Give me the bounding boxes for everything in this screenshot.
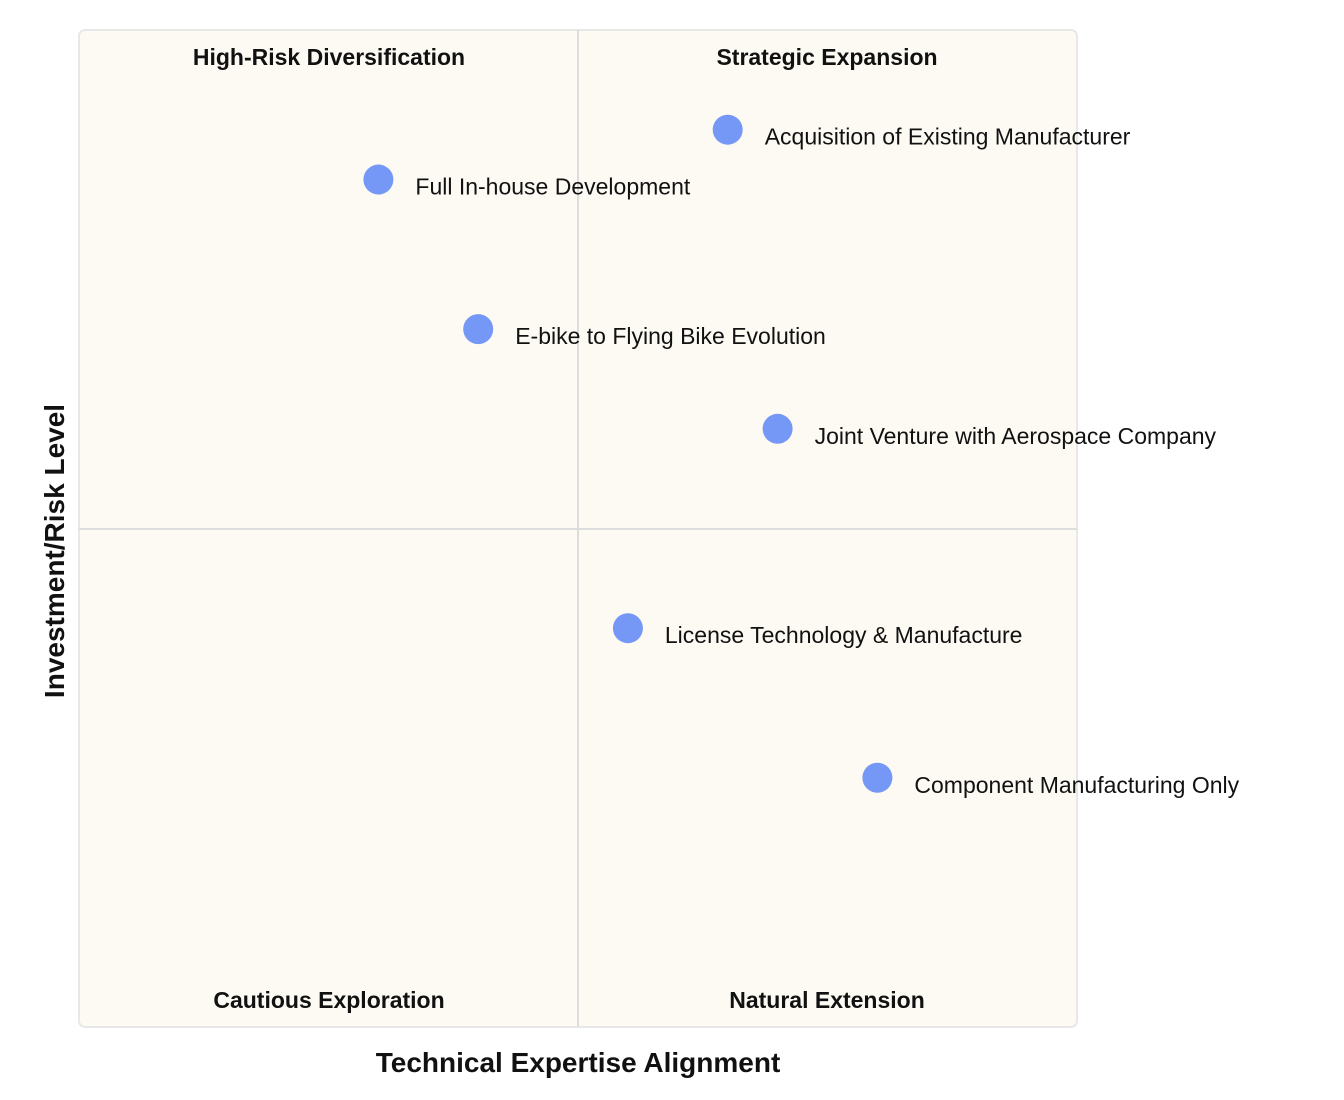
data-point-label: License Technology & Manufacture [665, 622, 1023, 648]
quadrant-label-top-left: High-Risk Diversification [193, 44, 465, 70]
y-axis-label: Investment/Risk Level [39, 404, 70, 698]
data-point [612, 613, 643, 644]
data-point-label: E-bike to Flying Bike Evolution [515, 323, 826, 349]
data-point-label: Acquisition of Existing Manufacturer [765, 124, 1131, 150]
data-point-label: Component Manufacturing Only [914, 772, 1239, 798]
quadrant-label-bottom-right: Natural Extension [729, 987, 925, 1013]
data-point [762, 413, 793, 444]
quadrant-label-top-right: Strategic Expansion [716, 44, 937, 70]
data-point [463, 314, 494, 345]
data-point [862, 762, 893, 793]
data-point [712, 114, 743, 145]
data-point-label: Full In-house Development [415, 174, 690, 200]
x-axis-label: Technical Expertise Alignment [376, 1047, 781, 1078]
points-layer: Acquisition of Existing Manufacturer Full… [363, 114, 1240, 798]
quadrant-label-bottom-left: Cautious Exploration [213, 987, 444, 1013]
data-point-label: Joint Venture with Aerospace Company [815, 423, 1217, 449]
data-point [363, 164, 394, 195]
